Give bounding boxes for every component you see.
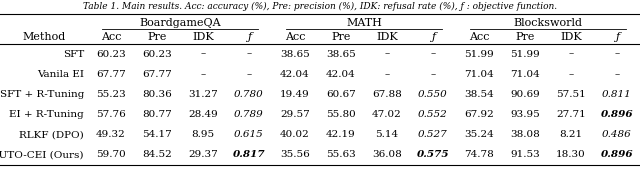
Text: –: –: [200, 50, 205, 59]
Text: 0.552: 0.552: [418, 110, 448, 119]
Text: 0.615: 0.615: [234, 130, 264, 139]
Text: 71.04: 71.04: [510, 70, 540, 79]
Text: 8.21: 8.21: [559, 130, 582, 139]
Text: 55.23: 55.23: [96, 90, 126, 99]
Text: 67.88: 67.88: [372, 90, 402, 99]
Text: 0.811: 0.811: [602, 90, 632, 99]
Text: IDK: IDK: [376, 32, 398, 42]
Text: 40.02: 40.02: [280, 130, 310, 139]
Text: EI + R-Tuning: EI + R-Tuning: [9, 110, 84, 119]
Text: 42.19: 42.19: [326, 130, 356, 139]
Text: 71.04: 71.04: [464, 70, 494, 79]
Text: 54.17: 54.17: [142, 130, 172, 139]
Text: 60.23: 60.23: [142, 50, 172, 59]
Text: –: –: [200, 70, 205, 79]
Text: Acc: Acc: [285, 32, 305, 42]
Text: –: –: [246, 70, 252, 79]
Text: 67.77: 67.77: [142, 70, 172, 79]
Text: 90.69: 90.69: [510, 90, 540, 99]
Text: 5.14: 5.14: [376, 130, 399, 139]
Text: 0.527: 0.527: [418, 130, 448, 139]
Text: 0.575: 0.575: [417, 150, 449, 159]
Text: Pre: Pre: [515, 32, 534, 42]
Text: Table 1. Main results. Acc: accuracy (%), Pre: precision (%), IDK: refusal rate : Table 1. Main results. Acc: accuracy (%)…: [83, 2, 557, 11]
Text: 57.51: 57.51: [556, 90, 586, 99]
Text: Method: Method: [22, 32, 66, 42]
Text: 60.23: 60.23: [96, 50, 126, 59]
Text: 38.65: 38.65: [326, 50, 356, 59]
Text: 57.76: 57.76: [96, 110, 126, 119]
Text: ƒ: ƒ: [431, 32, 435, 42]
Text: 38.54: 38.54: [464, 90, 494, 99]
Text: –: –: [430, 50, 436, 59]
Text: 0.550: 0.550: [418, 90, 448, 99]
Text: 67.77: 67.77: [96, 70, 126, 79]
Text: 0.789: 0.789: [234, 110, 264, 119]
Text: 91.53: 91.53: [510, 150, 540, 159]
Text: –: –: [568, 50, 573, 59]
Text: 42.04: 42.04: [280, 70, 310, 79]
Text: –: –: [246, 50, 252, 59]
Text: 38.65: 38.65: [280, 50, 310, 59]
Text: 29.37: 29.37: [188, 150, 218, 159]
Text: 67.92: 67.92: [464, 110, 494, 119]
Text: –: –: [568, 70, 573, 79]
Text: 55.80: 55.80: [326, 110, 356, 119]
Text: 18.30: 18.30: [556, 150, 586, 159]
Text: 28.49: 28.49: [188, 110, 218, 119]
Text: 29.57: 29.57: [280, 110, 310, 119]
Text: Vanila EI: Vanila EI: [37, 70, 84, 79]
Text: 55.63: 55.63: [326, 150, 356, 159]
Text: IDK: IDK: [192, 32, 214, 42]
Text: 59.70: 59.70: [96, 150, 126, 159]
Text: 47.02: 47.02: [372, 110, 402, 119]
Text: –: –: [385, 50, 390, 59]
Text: 51.99: 51.99: [464, 50, 494, 59]
Text: 0.486: 0.486: [602, 130, 632, 139]
Text: 35.56: 35.56: [280, 150, 310, 159]
Text: 36.08: 36.08: [372, 150, 402, 159]
Text: MATH: MATH: [346, 18, 382, 28]
Text: –: –: [385, 70, 390, 79]
Text: 80.36: 80.36: [142, 90, 172, 99]
Text: Blocksworld: Blocksworld: [513, 18, 582, 28]
Text: –: –: [614, 70, 620, 79]
Text: Pre: Pre: [332, 32, 351, 42]
Text: Acc: Acc: [100, 32, 121, 42]
Text: 0.896: 0.896: [601, 150, 634, 159]
Text: Acc: Acc: [468, 32, 489, 42]
Text: 42.04: 42.04: [326, 70, 356, 79]
Text: –: –: [430, 70, 436, 79]
Text: 19.49: 19.49: [280, 90, 310, 99]
Text: 93.95: 93.95: [510, 110, 540, 119]
Text: 0.817: 0.817: [233, 150, 266, 159]
Text: 0.780: 0.780: [234, 90, 264, 99]
Text: Pre: Pre: [147, 32, 166, 42]
Text: 35.24: 35.24: [464, 130, 494, 139]
Text: ƒ: ƒ: [615, 32, 619, 42]
Text: RLKF (DPO): RLKF (DPO): [19, 130, 84, 139]
Text: 60.67: 60.67: [326, 90, 356, 99]
Text: 38.08: 38.08: [510, 130, 540, 139]
Text: 0.896: 0.896: [601, 110, 634, 119]
Text: IDK: IDK: [560, 32, 582, 42]
Text: ƒ: ƒ: [247, 32, 251, 42]
Text: BoardgameQA: BoardgameQA: [139, 18, 221, 28]
Text: SFT: SFT: [63, 50, 84, 59]
Text: 49.32: 49.32: [96, 130, 126, 139]
Text: 51.99: 51.99: [510, 50, 540, 59]
Text: –: –: [614, 50, 620, 59]
Text: 80.77: 80.77: [142, 110, 172, 119]
Text: 74.78: 74.78: [464, 150, 494, 159]
Text: AUTO-CEI (Ours): AUTO-CEI (Ours): [0, 150, 84, 159]
Text: 8.95: 8.95: [191, 130, 214, 139]
Text: 84.52: 84.52: [142, 150, 172, 159]
Text: 31.27: 31.27: [188, 90, 218, 99]
Text: SFT + R-Tuning: SFT + R-Tuning: [0, 90, 84, 99]
Text: 27.71: 27.71: [556, 110, 586, 119]
